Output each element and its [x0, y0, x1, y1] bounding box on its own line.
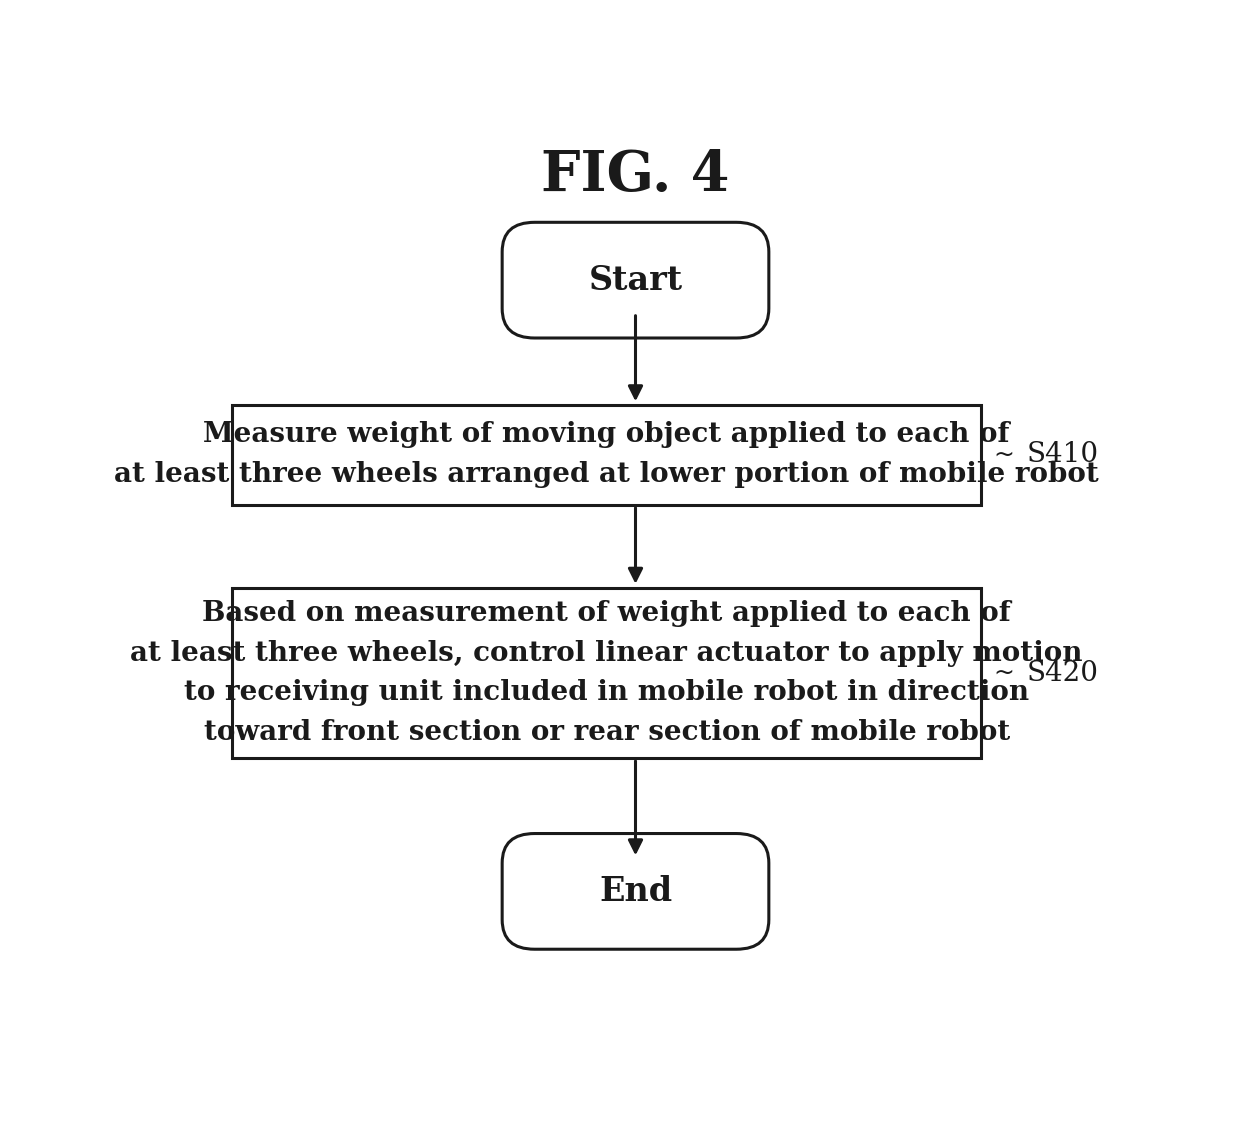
Text: ~: ~	[993, 661, 1014, 685]
FancyBboxPatch shape	[502, 222, 769, 338]
Text: Measure weight of moving object applied to each of
at least three wheels arrange: Measure weight of moving object applied …	[114, 422, 1099, 488]
FancyBboxPatch shape	[232, 405, 982, 505]
Text: FIG. 4: FIG. 4	[542, 147, 729, 203]
Text: End: End	[599, 874, 672, 908]
FancyBboxPatch shape	[502, 833, 769, 949]
Text: Based on measurement of weight applied to each of
at least three wheels, control: Based on measurement of weight applied t…	[130, 600, 1083, 746]
Text: Start: Start	[589, 263, 682, 297]
Text: S420: S420	[1027, 660, 1099, 686]
FancyBboxPatch shape	[232, 587, 982, 759]
Text: ~: ~	[993, 442, 1014, 467]
Text: S410: S410	[1027, 441, 1099, 468]
